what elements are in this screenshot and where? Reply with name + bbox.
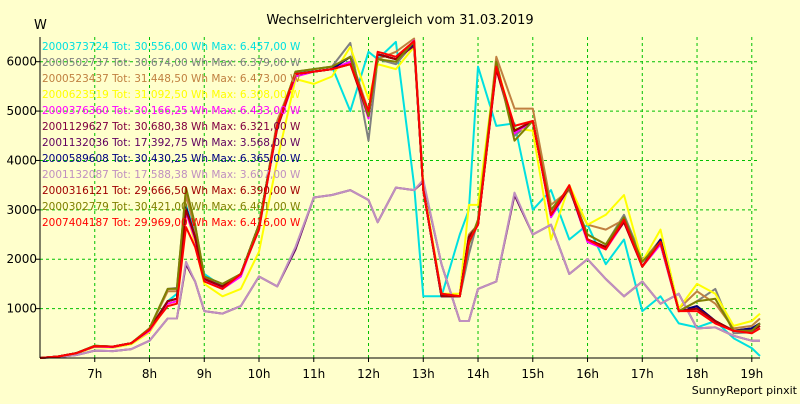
x-tick-label: 16h [576,367,599,381]
series-line-12 [39,40,761,359]
x-tick-label: 10h [248,367,271,381]
y-tick-label: 4000 [6,153,37,167]
y-tick-label: 5000 [6,104,37,118]
legend-entry-11: 2000302779 Tot: 30.421,00 Wh Max: 6.401,… [42,201,301,213]
series-line-11 [39,40,761,359]
x-tick-label: 14h [467,367,490,381]
legend-entry-6: 2001129627 Tot: 30.680,38 Wh Max: 6.321,… [42,121,301,133]
plot-area [40,37,760,358]
legend-entry-10: 2000316121 Tot: 29.666,50 Wh Max: 6.390,… [42,185,301,197]
legend-entry-12: 2007404187 Tot: 29.969,00 Wh Max: 6.416,… [42,217,301,229]
legend: 2000373724 Tot: 30.556,00 Wh Max: 6.457,… [42,41,301,229]
y-axis-unit: W [34,18,47,33]
legend-entry-2: 2000502737 Tot: 30.674,00 Wh Max: 6.379,… [42,57,301,69]
legend-entry-8: 2000589608 Tot: 30.430,25 Wh Max: 6.365,… [42,153,301,165]
x-tick-label: 12h [357,367,380,381]
legend-entry-3: 2000523437 Tot: 31.448,50 Wh Max: 6.473,… [42,73,301,85]
footer-credit: SunnyReport pinxit [692,384,798,397]
x-tick-label: 13h [412,367,435,381]
chart-title: Wechselrichtervergleich vom 31.03.2019 [266,13,533,28]
x-tick-label: 15h [521,367,544,381]
x-tick-label: 11h [302,367,325,381]
grid [40,37,760,358]
legend-entry-5: 2000376360 Tot: 30.166,25 Wh Max: 6.433,… [42,105,301,117]
series-line-9 [39,178,760,359]
x-tick-label: 8h [142,367,157,381]
series-lines [39,37,761,359]
y-tick-label: 2000 [6,252,37,266]
x-tick-label: 17h [631,367,654,381]
x-tick-label: 9h [197,367,212,381]
legend-entry-4: 2000623519 Tot: 31.092,50 Wh Max: 6.308,… [42,89,301,101]
legend-entry-1: 2000373724 Tot: 30.556,00 Wh Max: 6.457,… [42,41,301,53]
x-tick-label: 18h [686,367,709,381]
x-tick-label: 7h [87,367,102,381]
legend-entry-7: 2001132036 Tot: 17.392,75 Wh Max: 3.568,… [42,137,301,149]
y-tick-label: 1000 [6,302,37,316]
y-tick-label: 6000 [6,55,37,69]
legend-entry-9: 2001132087 Tot: 17.588,38 Wh Max: 3.607,… [42,169,301,181]
y-tick-label: 3000 [6,203,37,217]
x-tick-label: 19h [740,367,763,381]
axes: 7h 8h 9h 10h 11h 12h 13h 14h 15h 16h 17h 18h 19h 1000… [6,37,763,381]
